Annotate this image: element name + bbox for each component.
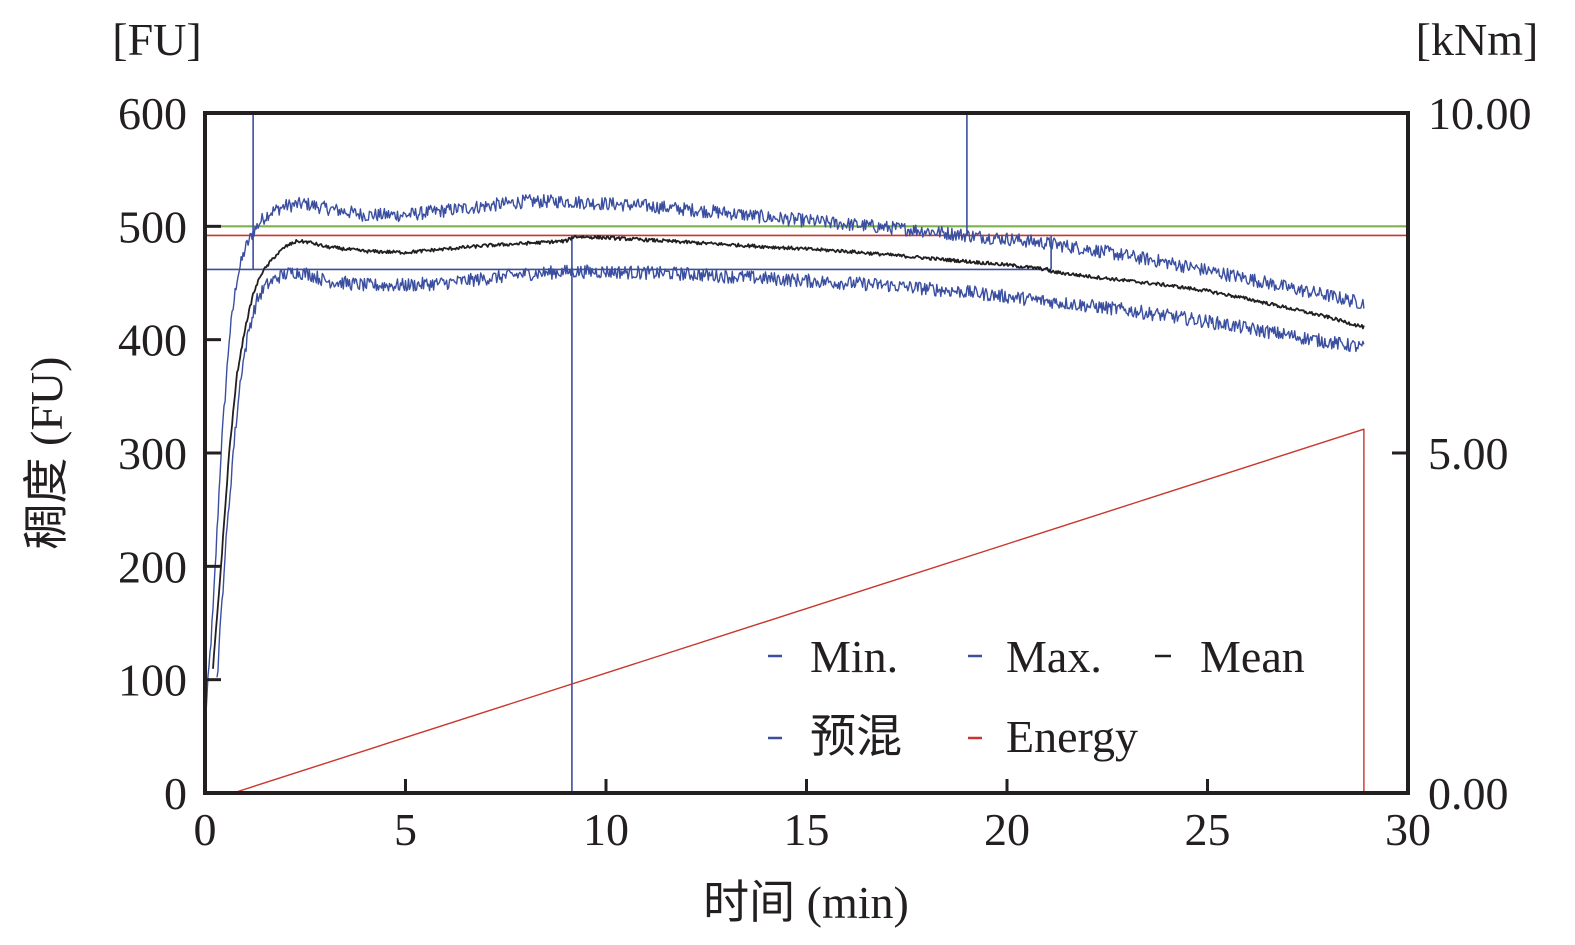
y2-unit-label: [kNm] <box>1416 14 1539 65</box>
y-tick-label: 400 <box>118 315 187 366</box>
legend: Min. Max. Mean 预混 Energy <box>768 631 1305 762</box>
legend-label-min: Min. <box>810 631 898 682</box>
y-axis-title: 稠度 (FU) <box>21 357 72 550</box>
series-line-max <box>204 193 1365 723</box>
reference-lines <box>205 113 1408 793</box>
y-tick-label: 600 <box>118 88 187 139</box>
legend-label-energy: Energy <box>1006 711 1138 762</box>
series-lines <box>204 193 1365 794</box>
x-tick-label: 15 <box>784 804 830 855</box>
ticks: 0 5 10 15 20 25 3001002003004005006000.005.001… <box>118 88 1532 855</box>
x-axis-title: 时间 (min) <box>703 877 909 928</box>
x-tick-label: 30 <box>1385 804 1431 855</box>
y-tick-label: 500 <box>118 201 187 252</box>
y-tick-label: 200 <box>118 541 187 592</box>
y2-tick-label: 0.00 <box>1428 768 1509 819</box>
x-tick-label: 25 <box>1185 804 1231 855</box>
x-tick-label: 10 <box>583 804 629 855</box>
series-line-mean <box>212 234 1365 669</box>
x-tick-label: 5 <box>394 804 417 855</box>
y-tick-label: 0 <box>164 768 187 819</box>
legend-label-mean: Mean <box>1200 631 1305 682</box>
series-line-energy <box>232 428 1365 794</box>
x-tick-label: 20 <box>984 804 1030 855</box>
legend-label-max: Max. <box>1006 631 1102 682</box>
y-tick-label: 100 <box>118 655 187 706</box>
legend-label-premix: 预混 <box>810 711 902 762</box>
y-unit-label: [FU] <box>112 14 201 65</box>
y2-tick-label: 5.00 <box>1428 428 1509 479</box>
y-tick-label: 300 <box>118 428 187 479</box>
series-line-min <box>216 264 1365 678</box>
y2-tick-label: 10.00 <box>1428 88 1532 139</box>
x-tick-label: 0 <box>194 804 217 855</box>
